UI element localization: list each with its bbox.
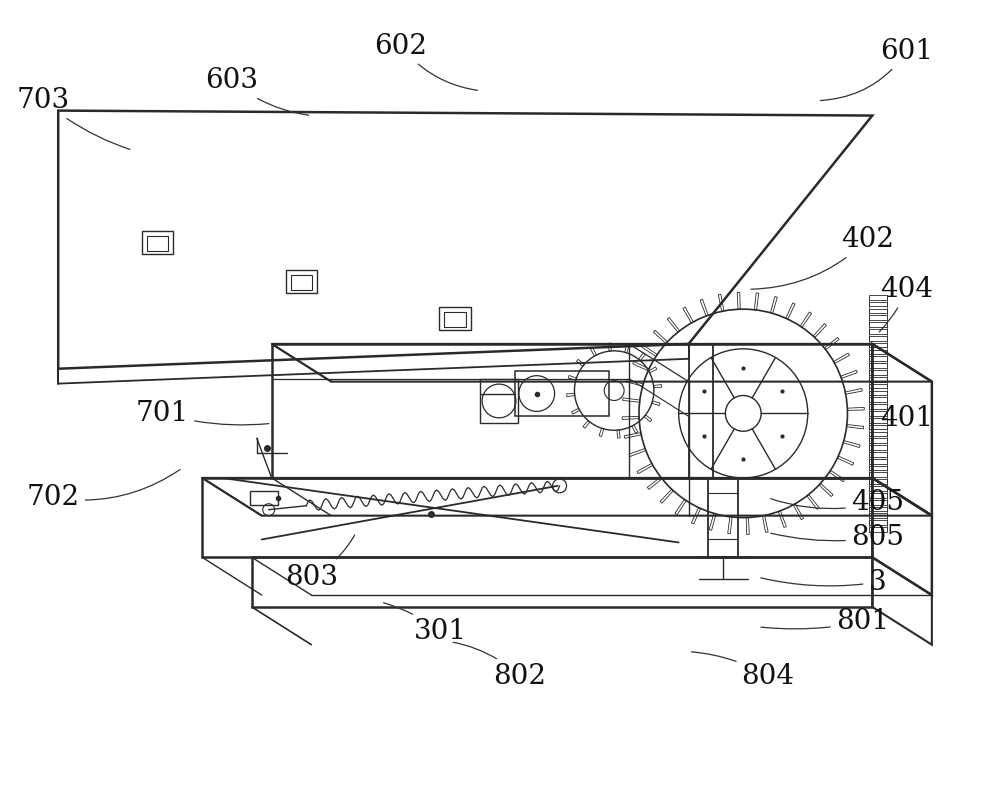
Text: 801: 801: [761, 608, 889, 635]
Text: 701: 701: [136, 400, 269, 427]
Text: 401: 401: [877, 405, 934, 432]
Text: 3: 3: [761, 569, 886, 595]
Text: 703: 703: [17, 87, 130, 150]
Text: 301: 301: [384, 603, 467, 646]
Text: 603: 603: [205, 67, 309, 116]
Text: 802: 802: [453, 642, 546, 690]
Text: 804: 804: [691, 652, 795, 690]
Text: 402: 402: [751, 226, 894, 289]
Text: 803: 803: [285, 535, 355, 591]
Text: 602: 602: [374, 33, 477, 90]
Text: 405: 405: [771, 489, 904, 516]
Text: 702: 702: [27, 469, 180, 512]
Text: 404: 404: [879, 276, 934, 332]
Text: 601: 601: [820, 37, 934, 100]
Text: 805: 805: [771, 524, 904, 551]
